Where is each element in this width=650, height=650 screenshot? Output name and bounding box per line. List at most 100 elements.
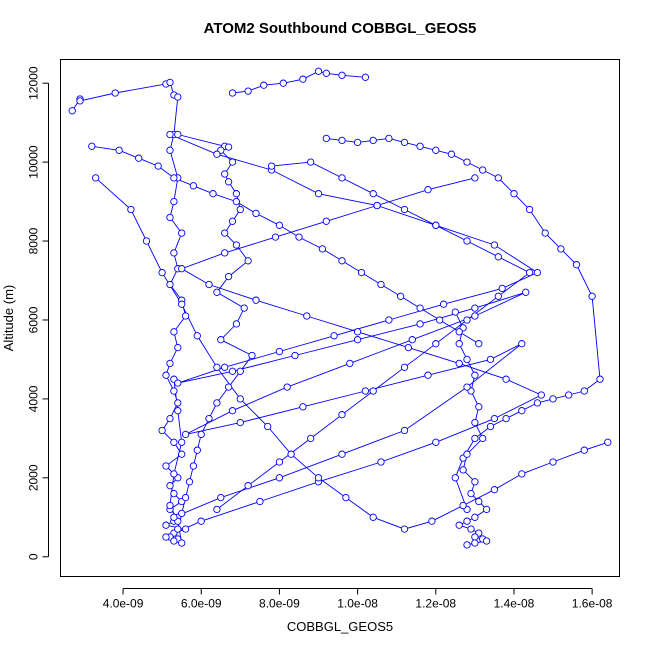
data-point	[471, 478, 479, 486]
data-point	[283, 383, 291, 391]
data-point	[404, 343, 413, 352]
data-point	[479, 166, 487, 174]
data-point	[224, 178, 233, 186]
data-point	[369, 513, 377, 521]
data-point	[322, 134, 330, 143]
data-point	[213, 363, 221, 371]
data-point	[174, 343, 182, 352]
data-point	[162, 371, 170, 379]
data-point	[467, 489, 475, 498]
data-point	[369, 136, 377, 145]
data-point	[416, 304, 424, 312]
data-point	[170, 438, 178, 446]
data-point	[92, 174, 100, 182]
data-point	[541, 229, 549, 237]
data-point	[400, 525, 409, 533]
data-point	[221, 363, 229, 371]
data-point	[471, 434, 479, 443]
data-point	[127, 205, 135, 214]
data-point	[166, 78, 174, 87]
data-point	[154, 162, 162, 170]
data-point	[252, 209, 260, 218]
data-point	[463, 383, 471, 391]
x-axis-label: COBBGL_GEOS5	[287, 619, 393, 634]
data-point	[588, 292, 596, 300]
data-point	[275, 221, 284, 229]
data-point	[68, 107, 76, 115]
data-point	[557, 245, 565, 253]
data-point	[228, 89, 237, 97]
data-point	[353, 138, 362, 147]
data-point	[471, 304, 479, 312]
data-point	[224, 272, 233, 281]
y-tick-label: 6000	[27, 306, 41, 333]
data-point	[197, 517, 205, 525]
data-point	[221, 229, 229, 237]
data-point	[170, 470, 178, 478]
data-point	[385, 316, 393, 324]
data-point	[197, 430, 205, 439]
data-point	[572, 261, 581, 269]
data-point	[244, 87, 252, 95]
data-point	[303, 312, 311, 320]
data-point	[264, 422, 272, 431]
data-point	[479, 434, 487, 443]
data-point	[436, 316, 444, 324]
data-point	[291, 351, 299, 360]
data-point	[447, 150, 456, 158]
data-point	[236, 418, 244, 427]
data-point	[228, 407, 237, 415]
data-point	[416, 320, 424, 328]
data-point	[432, 438, 440, 446]
data-point	[256, 497, 264, 506]
data-point	[353, 328, 362, 336]
data-point	[181, 430, 190, 439]
data-point	[432, 146, 440, 154]
data-point	[463, 450, 471, 458]
y-tick-label: 2000	[27, 464, 41, 491]
data-point	[318, 245, 327, 253]
data-point	[307, 158, 315, 166]
data-point	[463, 355, 471, 364]
data-point	[287, 450, 295, 458]
data-point	[181, 493, 190, 502]
data-point	[518, 470, 526, 478]
data-point	[240, 304, 248, 312]
data-point	[314, 474, 323, 482]
data-point	[115, 146, 123, 154]
data-point	[463, 517, 471, 525]
data-point	[221, 170, 229, 178]
data-point	[209, 190, 217, 198]
data-point	[314, 190, 323, 198]
x-tick-label: 6.0e-09	[181, 597, 222, 611]
data-point	[580, 446, 588, 454]
data-point	[533, 399, 542, 407]
plot-frame	[60, 59, 620, 577]
data-point	[408, 336, 416, 344]
data-point	[400, 205, 409, 214]
data-point	[181, 312, 190, 320]
data-point	[181, 525, 190, 533]
data-point	[490, 414, 499, 423]
data-point	[232, 241, 241, 249]
data-point	[275, 458, 284, 466]
data-point	[471, 312, 479, 320]
x-axis: 4.0e-09 6.0e-09 8.0e-09 1.0e-08 1.2e-08 1.4e-…	[103, 588, 613, 611]
data-point	[174, 379, 182, 387]
data-point	[178, 300, 186, 308]
x-tick-label: 1.4e-08	[494, 597, 535, 611]
data-point	[185, 478, 194, 486]
data-point	[244, 482, 252, 490]
x-tick-label: 1.6e-08	[572, 597, 613, 611]
data-point	[455, 328, 463, 336]
x-tick-label: 4.0e-09	[103, 597, 144, 611]
data-point	[502, 414, 510, 423]
data-point	[174, 93, 182, 101]
data-point	[377, 280, 385, 289]
data-point	[338, 257, 346, 265]
data-point	[244, 257, 252, 265]
data-point	[596, 375, 604, 383]
data-point	[236, 205, 244, 214]
data-point	[178, 438, 186, 446]
